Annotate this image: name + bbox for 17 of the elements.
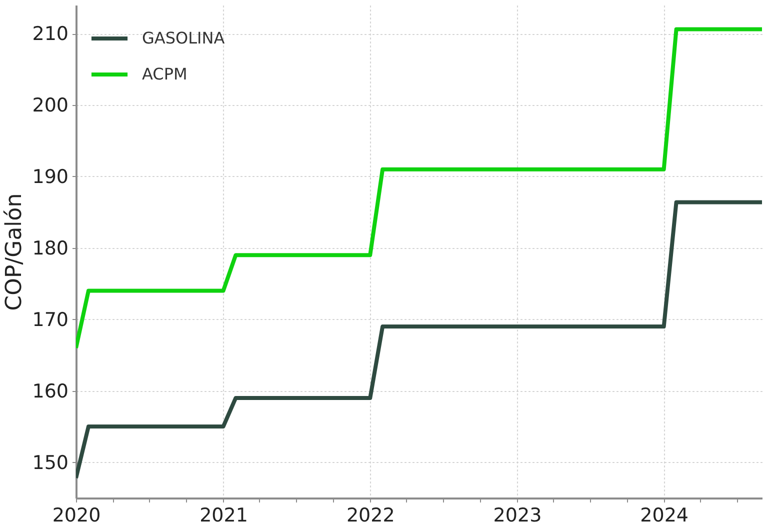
- x-tick-label: 2022: [346, 504, 395, 526]
- y-tick-label: 200: [32, 94, 68, 117]
- y-tick-label: 150: [32, 452, 68, 474]
- x-tick-label: 2020: [52, 504, 101, 526]
- x-tick-label: 2021: [200, 504, 248, 526]
- legend-label: GASOLINA: [142, 28, 225, 48]
- y-axis-title: COP/Galón: [2, 193, 28, 311]
- y-tick-label: 160: [32, 380, 68, 402]
- x-tick-label: 2023: [493, 504, 542, 526]
- y-tick-label: 190: [32, 166, 68, 188]
- legend-label: ACPM: [142, 64, 188, 84]
- y-tick-label: 170: [32, 308, 68, 331]
- line-series: [76, 200, 762, 480]
- y-tick-label: 210: [32, 23, 68, 46]
- line-series: [76, 27, 762, 350]
- x-tick-label: 2024: [640, 504, 689, 526]
- y-tick-label: 180: [32, 237, 68, 260]
